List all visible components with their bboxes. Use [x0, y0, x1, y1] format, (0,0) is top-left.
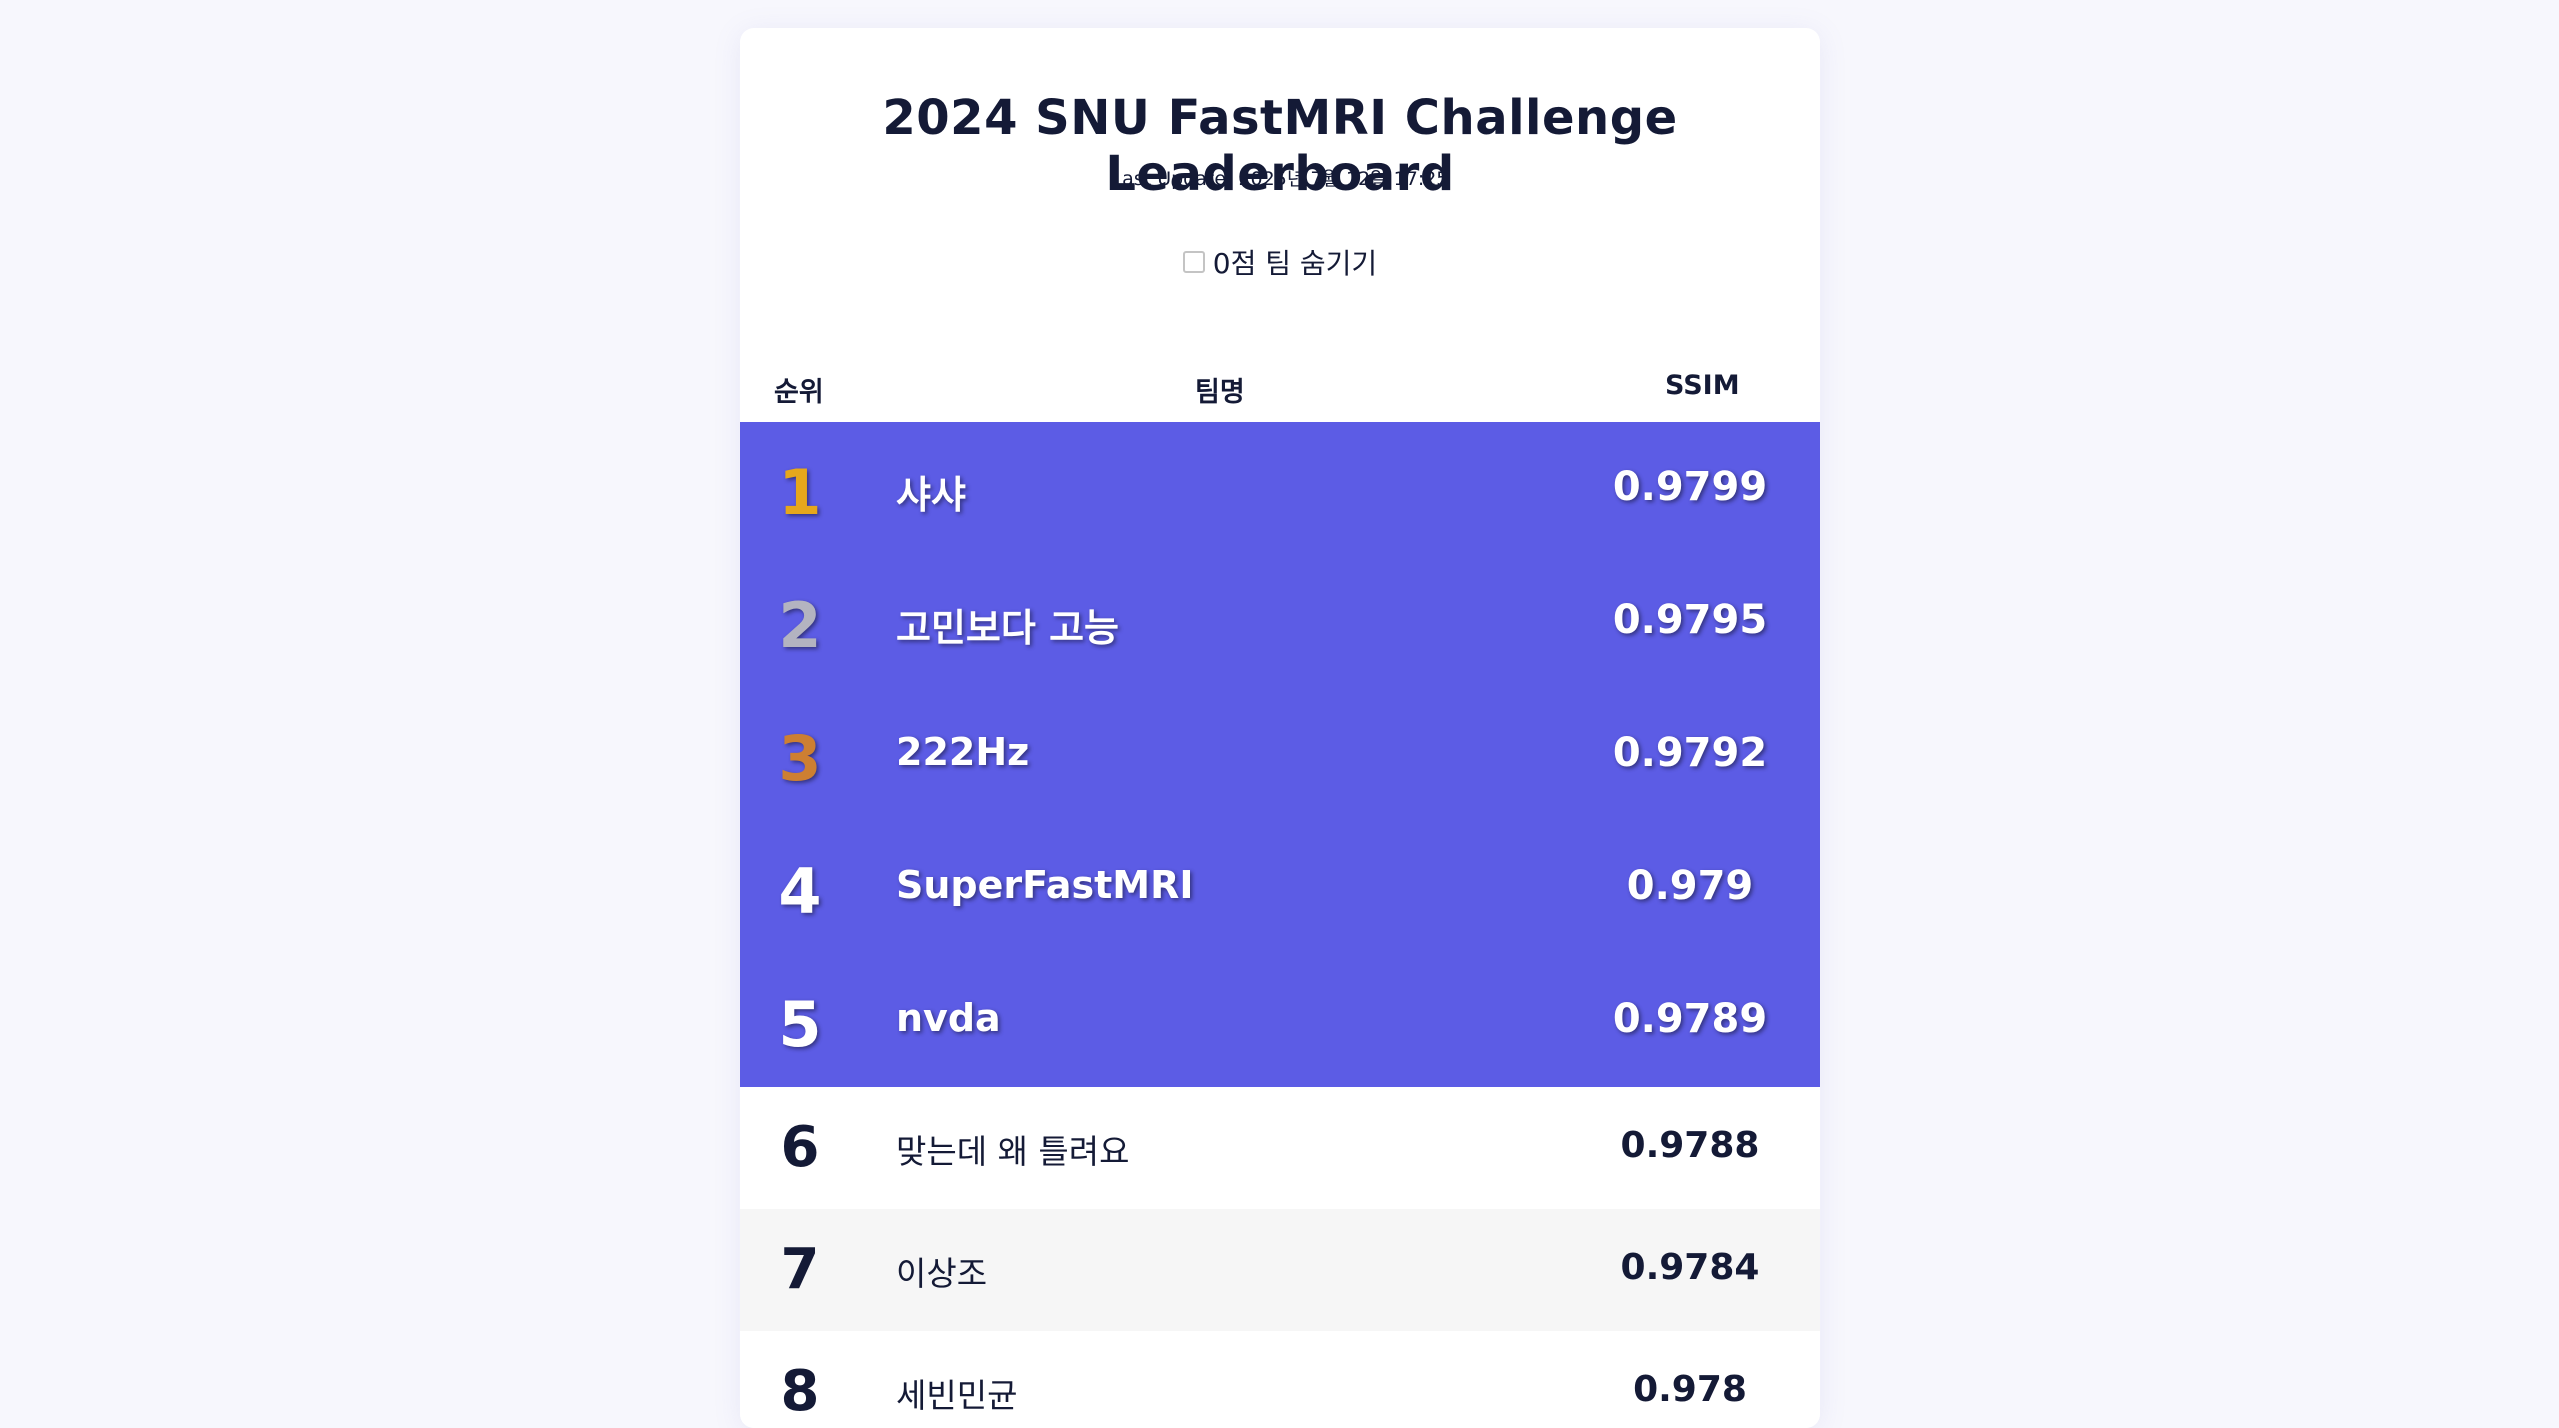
- leaderboard-rows: 1 샤샤 0.9799 2 고민보다 고능 0.9795 3 222Hz 0.9…: [740, 422, 1820, 1428]
- table-row: 4 SuperFastMRI 0.979: [740, 821, 1820, 954]
- rank-number: 4: [778, 855, 822, 928]
- team-name: 샤샤: [896, 473, 966, 517]
- rank-number: 2: [778, 589, 822, 662]
- ssim-score: 0.979: [1626, 863, 1754, 909]
- table-row: 5 nvda 0.9789: [740, 954, 1820, 1087]
- rank-number: 3: [778, 722, 822, 795]
- header-score: SSIM: [1665, 370, 1740, 401]
- team-name: 고민보다 고능: [896, 606, 1119, 650]
- rank-number: 7: [780, 1237, 820, 1302]
- team-name: 맞는데 왜 틀려요: [896, 1132, 1130, 1171]
- team-name: 세빈민균: [896, 1376, 1018, 1415]
- table-row: 2 고민보다 고능 0.9795: [740, 555, 1820, 688]
- ssim-score: 0.978: [1633, 1369, 1747, 1410]
- ssim-score: 0.9795: [1612, 597, 1768, 643]
- table-row: 7 이상조 0.9784: [740, 1209, 1820, 1331]
- header-rank: 순위: [774, 377, 824, 408]
- page-title: 2024 SNU FastMRI Challenge Leaderboard: [882, 90, 1678, 202]
- team-name: SuperFastMRI: [896, 863, 1194, 907]
- table-row: 8 세빈민균 0.978: [740, 1331, 1820, 1428]
- team-name: nvda: [896, 996, 1001, 1040]
- hide-zero-teams-label[interactable]: 0점 팀 숨기기: [1212, 247, 1378, 280]
- rank-number: 8: [780, 1359, 820, 1424]
- leaderboard-card: 2024 SNU FastMRI Challenge Leaderboard L…: [740, 28, 1820, 1428]
- rank-number: 1: [778, 456, 822, 529]
- rank-number: 6: [780, 1115, 820, 1180]
- rank-number: 5: [778, 988, 822, 1061]
- hide-zero-teams-filter[interactable]: 0점 팀 숨기기: [740, 242, 1820, 282]
- table-header: 순위 팀명 SSIM: [740, 358, 1820, 422]
- table-row: 1 샤샤 0.9799: [740, 422, 1820, 555]
- ssim-score: 0.9784: [1620, 1247, 1760, 1288]
- table-row: 6 맞는데 왜 틀려요 0.9788: [740, 1087, 1820, 1209]
- ssim-score: 0.9792: [1612, 730, 1768, 776]
- header-team: 팀명: [1195, 377, 1245, 408]
- hide-zero-teams-checkbox[interactable]: [1182, 251, 1205, 273]
- team-name: 이상조: [896, 1254, 988, 1293]
- ssim-score: 0.9788: [1620, 1125, 1760, 1166]
- last-update-text: Last Update: 2025년 7월 12일 17:25: [1111, 168, 1449, 190]
- ssim-score: 0.9789: [1612, 996, 1768, 1042]
- ssim-score: 0.9799: [1612, 464, 1768, 510]
- team-name: 222Hz: [896, 730, 1030, 774]
- table-row: 3 222Hz 0.9792: [740, 688, 1820, 821]
